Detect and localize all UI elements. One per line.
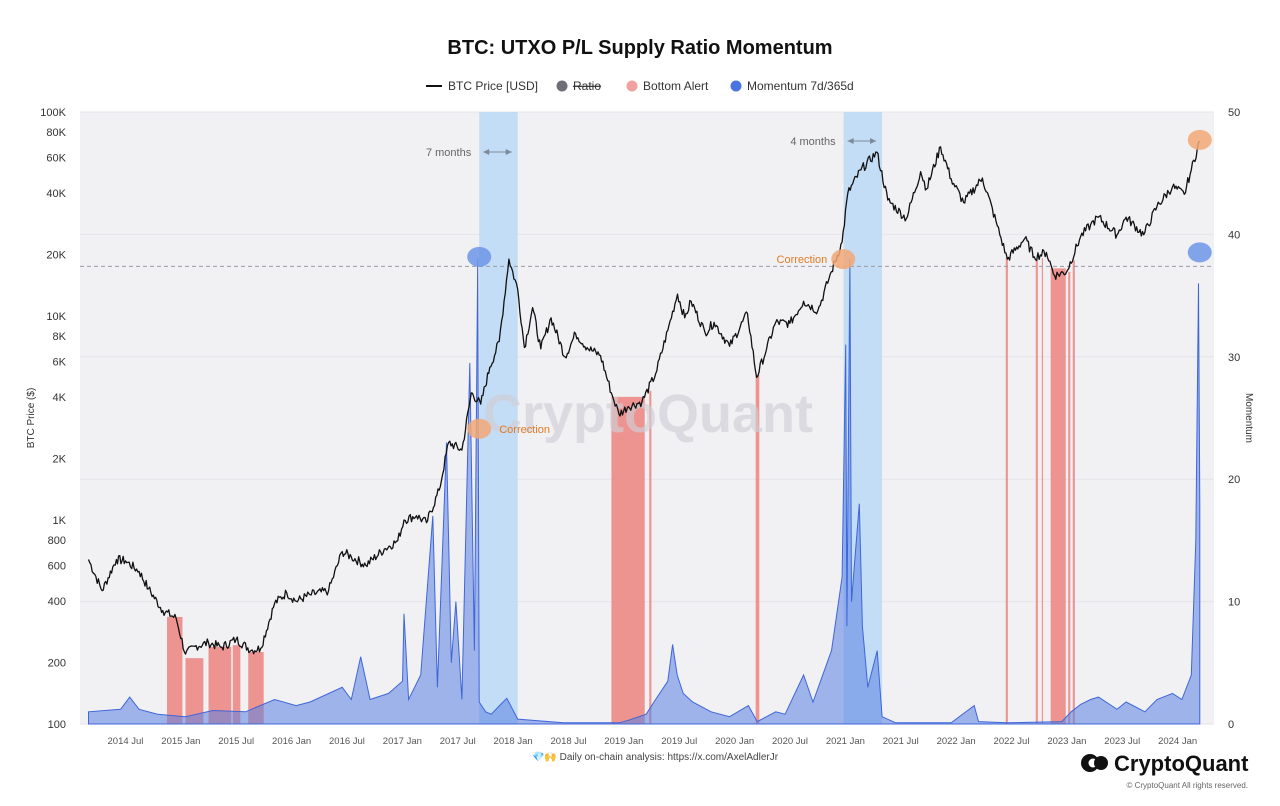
x-tick-label: 2017 Jan — [383, 736, 422, 747]
footer-link[interactable]: 💎🙌 Daily on-chain analysis: https://x.co… — [532, 751, 779, 763]
bottom-alert-bar — [1035, 260, 1038, 724]
bottom-alert-bar — [166, 616, 183, 724]
y-tick-label: 4K — [53, 392, 67, 404]
bottom-alert-bar — [208, 646, 232, 724]
highlight-circle-marker — [1187, 242, 1212, 263]
y2-tick-label: 30 — [1228, 352, 1240, 364]
band-duration-label: 4 months — [790, 136, 836, 148]
bottom-alert-bar — [649, 390, 652, 724]
bottom-alert-bar — [1050, 268, 1066, 724]
x-tick-label: 2023 Jul — [1104, 736, 1140, 747]
x-tick-label: 2017 Jul — [440, 736, 476, 747]
y-axis-left: 100 200 400 600 800 1K 2K 4K 6K 8K 10K 20K 40K 60K 80K… — [40, 107, 66, 731]
brand-name: CryptoQuant — [1114, 751, 1249, 776]
x-tick-label: 2018 Jan — [494, 736, 533, 747]
watermark: CryptoQuant — [483, 384, 813, 444]
x-tick-label: 2016 Jul — [329, 736, 365, 747]
bottom-alert-bar — [1072, 260, 1075, 724]
arrow-head-left — [847, 138, 854, 144]
y-tick-label: 800 — [48, 535, 66, 547]
correction-label: Correction — [499, 424, 550, 436]
price-series — [87, 140, 1201, 655]
y-tick-label: 40K — [46, 188, 66, 200]
copyright: © CryptoQuant All rights reserved. — [1127, 781, 1249, 790]
y-tick-label: 200 — [48, 658, 66, 670]
y2-axis-title: Momentum — [1243, 393, 1254, 443]
y2-tick-label: 50 — [1228, 107, 1240, 119]
x-tick-label: 2022 Jan — [937, 736, 976, 747]
momentum-area — [87, 258, 1201, 725]
x-tick-label: 2016 Jan — [272, 736, 311, 747]
arrow-head-right — [505, 149, 512, 155]
legend-item-label[interactable]: Momentum 7d/365d — [747, 79, 854, 93]
x-tick-label: 2024 Jan — [1158, 736, 1197, 747]
legend-dot-swatch — [730, 80, 742, 92]
legend-item-label[interactable]: BTC Price [USD] — [448, 79, 538, 93]
bottom-alert-bar — [1068, 271, 1071, 724]
highlight-circle-marker — [467, 246, 492, 267]
highlight-band — [479, 112, 518, 724]
x-tick-label: 2019 Jan — [604, 736, 643, 747]
brand-logo: CryptoQuant — [1081, 751, 1249, 776]
bottom-alert-bar — [232, 645, 241, 724]
x-tick-label: 2020 Jan — [715, 736, 754, 747]
y-tick-label: 100 — [48, 719, 66, 731]
y-tick-label: 80K — [46, 127, 66, 139]
y-tick-label: 400 — [48, 596, 66, 608]
x-tick-label: 2021 Jul — [883, 736, 919, 747]
x-tick-label: 2015 Jan — [161, 736, 200, 747]
bottom-alert-bar — [755, 375, 760, 724]
x-tick-label: 2014 Jul — [108, 736, 144, 747]
annotations: 7 months 4 months Correction Correction — [426, 136, 877, 436]
y-tick-label: 60K — [46, 152, 66, 164]
circle-markers — [467, 129, 1212, 439]
x-tick-label: 2018 Jul — [551, 736, 587, 747]
arrow-head-left — [483, 149, 490, 155]
x-tick-label: 2023 Jan — [1047, 736, 1086, 747]
x-tick-label: 2021 Jan — [826, 736, 865, 747]
correction-label: Correction — [777, 254, 828, 266]
band-duration-label: 7 months — [426, 147, 472, 159]
btc-price-line — [87, 140, 1201, 655]
bottom-alert-bar — [1041, 258, 1044, 724]
x-tick-label: 2022 Jul — [994, 736, 1030, 747]
legend-dot-swatch — [626, 80, 638, 92]
y-tick-label: 600 — [48, 560, 66, 572]
bottom-alert-bar — [1005, 258, 1008, 724]
y-tick-label: 20K — [46, 250, 66, 262]
y-tick-label: 8K — [53, 331, 67, 343]
highlight-circle-marker — [831, 249, 856, 270]
momentum-series — [87, 258, 1201, 725]
x-tick-label: 2020 Jul — [772, 736, 808, 747]
highlight-circle-marker — [467, 418, 492, 439]
arrow-head-right — [870, 138, 877, 144]
y-tick-label: 6K — [53, 356, 67, 368]
x-tick-label: 2019 Jul — [661, 736, 697, 747]
y2-tick-label: 40 — [1228, 229, 1240, 241]
bottom-alert-bar — [185, 658, 204, 724]
y-axis-right: 0 10 20 30 40 50 — [1228, 107, 1240, 731]
y-axis-title: BTC Price ($) — [26, 388, 37, 449]
y2-tick-label: 10 — [1228, 597, 1240, 609]
y2-tick-label: 20 — [1228, 474, 1240, 486]
y2-tick-label: 0 — [1228, 719, 1234, 731]
legend-item-label[interactable]: Bottom Alert — [643, 79, 709, 93]
bottom-alert-bar — [611, 396, 645, 724]
legend: BTC Price [USD] Ratio Bottom Alert Momentum… — [426, 79, 854, 93]
y-tick-label: 1K — [53, 515, 67, 527]
legend-item-label[interactable]: Ratio — [573, 79, 601, 93]
legend-dot-swatch — [556, 80, 568, 92]
highlight-circle-marker — [1187, 129, 1212, 150]
y-tick-label: 100K — [40, 107, 66, 119]
y-tick-label: 10K — [46, 311, 66, 323]
x-tick-label: 2015 Jul — [218, 736, 254, 747]
y-tick-label: 2K — [53, 454, 67, 466]
chart-title: BTC: UTXO P/L Supply Ratio Momentum — [447, 37, 832, 59]
x-axis: 2014 Jul 2015 Jan 2015 Jul 2016 Jan 2016 Jul… — [108, 736, 1198, 747]
brand-logo-icon-right — [1094, 756, 1108, 770]
